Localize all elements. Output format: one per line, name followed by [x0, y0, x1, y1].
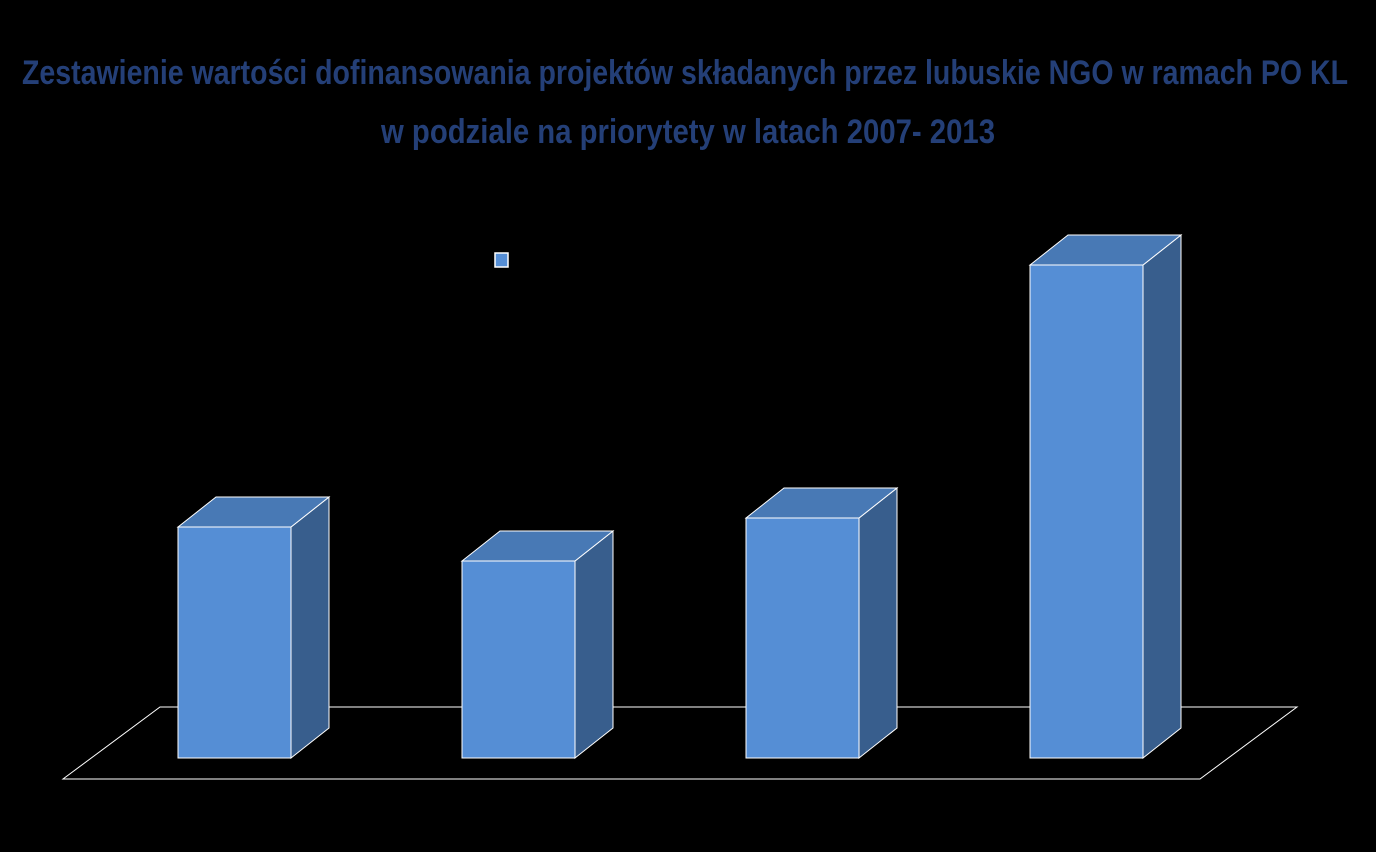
bar — [1029, 264, 1144, 759]
floor — [61, 706, 1299, 780]
bar-side — [290, 495, 330, 760]
legend-marker — [494, 252, 509, 268]
bar-side — [1142, 233, 1182, 760]
bar — [177, 526, 292, 759]
chart-title: w podziale na priorytety w latach 2007- … — [380, 113, 995, 151]
bar-side — [858, 486, 898, 760]
bar-side — [574, 529, 614, 760]
bar — [745, 517, 860, 759]
bar — [461, 560, 576, 759]
chart-title: Zestawienie wartości dofinansowania proj… — [22, 54, 1348, 92]
